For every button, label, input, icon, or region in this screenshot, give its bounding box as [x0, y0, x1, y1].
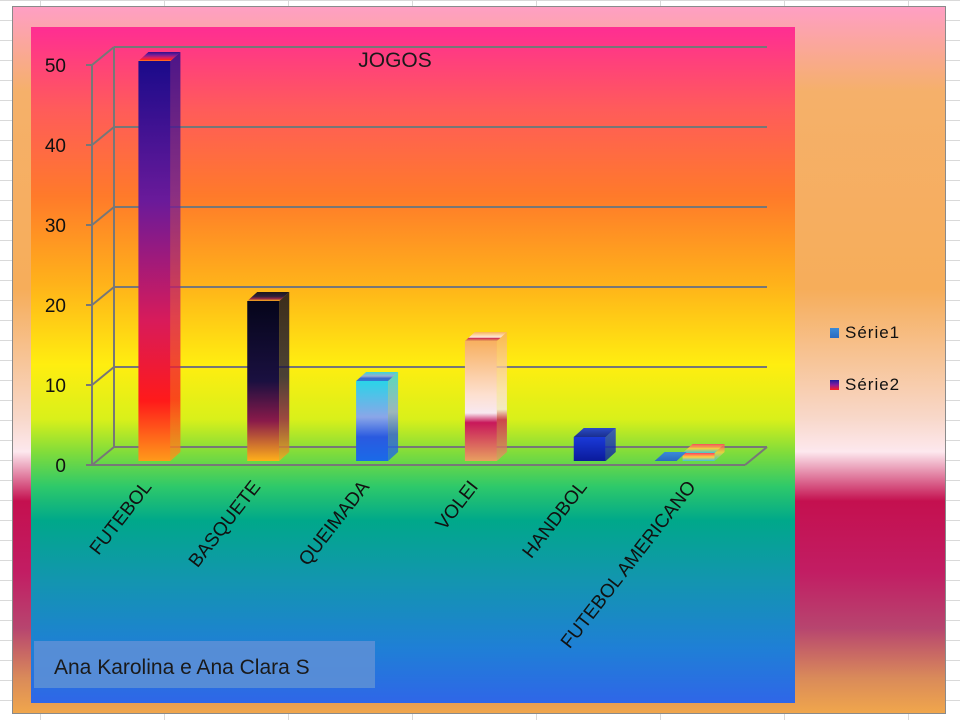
category-axis: FUTEBOL BASQUETE QUEIMADA VOLEI HANDBOLFUTEB…: [86, 477, 701, 653]
bar-front: [573, 437, 606, 461]
bar-basquete: [247, 292, 290, 461]
category-label: HANDBOL: [519, 477, 592, 562]
bar-side: [170, 52, 181, 461]
legend-swatch-serie1: [830, 328, 839, 338]
bar-side: [496, 332, 507, 461]
bar-futebol-americano: [654, 444, 725, 461]
bar-top: [464, 332, 507, 341]
y-tick-label: 0: [55, 456, 66, 477]
bar-futebol: [138, 52, 181, 461]
legend-item-serie1: Série1: [830, 320, 940, 346]
legend-label-serie1: Série1: [845, 323, 901, 342]
gridline-depth-40: [91, 126, 115, 146]
legend-swatch-serie2: [830, 380, 839, 390]
bar-queimada: [356, 372, 399, 461]
legend-label-serie2: Série2: [845, 375, 901, 394]
gridline-depth-0: [91, 446, 115, 466]
bar-side: [279, 292, 290, 461]
legend[interactable]: Série1 Série2: [830, 320, 940, 424]
bar-volei: [464, 332, 507, 461]
category-label: FUTEBOL: [86, 477, 156, 559]
bar-top: [573, 428, 616, 437]
bar-front: [356, 381, 389, 461]
bar-serie1-flat: [654, 452, 687, 461]
bar-top: [682, 444, 725, 453]
bars: [138, 52, 725, 461]
bar-side: [605, 428, 616, 461]
bar-side: [388, 372, 399, 461]
bar-side: [714, 444, 725, 461]
gridline-depth-10: [91, 366, 115, 386]
value-axis: 0 10 20 30 40 50: [45, 47, 768, 477]
credit-box[interactable]: [34, 641, 375, 688]
bar-front: [682, 453, 715, 461]
y-tick-label: 30: [45, 216, 66, 237]
category-label: VOLEI: [432, 477, 483, 534]
category-label: QUEIMADA: [295, 477, 374, 570]
floor-edge: [744, 446, 768, 466]
bar-front: [464, 341, 497, 461]
chart-title: JOGOS: [358, 49, 432, 72]
gridline-depth-20: [91, 286, 115, 306]
y-tick-label: 20: [45, 296, 66, 317]
gridline-depth-30: [91, 206, 115, 226]
y-tick-label: 10: [45, 376, 66, 397]
credit-text: Ana Karolina e Ana Clara S: [54, 656, 310, 679]
legend-item-serie2: Série2: [830, 372, 940, 398]
y-tick-label: 50: [45, 56, 66, 77]
bar-top: [356, 372, 399, 381]
bar-front: [247, 301, 280, 461]
gridlines: [91, 46, 767, 466]
bar-top: [138, 52, 181, 61]
y-tick-label: 40: [45, 136, 66, 157]
gridline-depth-50: [91, 46, 115, 66]
bar-top: [247, 292, 290, 301]
bar-handbol: [573, 428, 616, 461]
category-label: BASQUETE: [185, 477, 265, 571]
bar-front: [138, 61, 171, 461]
